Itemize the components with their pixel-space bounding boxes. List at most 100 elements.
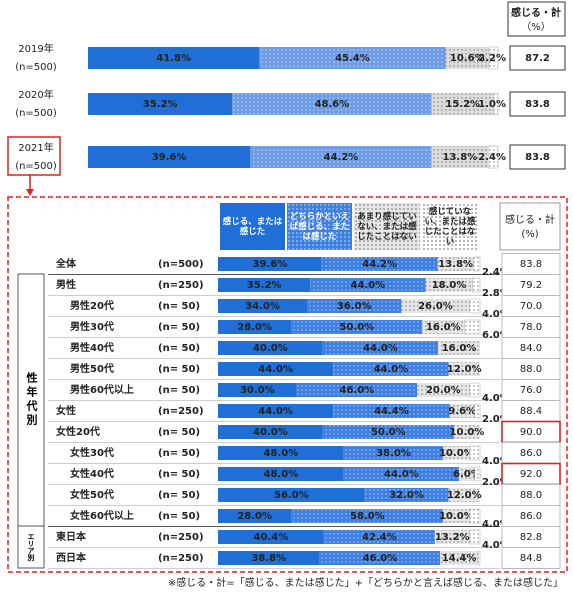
bar-segment <box>218 341 323 355</box>
value-label: 2.2% <box>478 53 506 64</box>
value-label: 9.6% <box>448 406 476 417</box>
total-label: 76.0 <box>520 385 542 396</box>
total-label: 84.0 <box>520 343 542 354</box>
bar-pattern <box>469 509 480 523</box>
value-label: 2.0% <box>482 477 510 488</box>
n-label: (n=500) <box>15 108 57 119</box>
total-label: 70.0 <box>520 301 542 312</box>
value-label: 48.0% <box>264 469 299 480</box>
legend-entry: 感じていない、または感じたことはない <box>422 203 478 250</box>
bar-pattern <box>250 146 432 168</box>
value-label: 10.0% <box>439 448 474 459</box>
bar-pattern <box>443 509 470 523</box>
bar-pattern <box>469 299 480 313</box>
value-label: 40.0% <box>253 427 288 438</box>
n-label: (n= 50) <box>158 448 200 459</box>
bar-pattern <box>431 146 489 168</box>
bar-pattern <box>453 425 480 439</box>
value-label: 48.0% <box>264 448 299 459</box>
total-box <box>501 547 561 569</box>
value-label: 10.0% <box>439 511 474 522</box>
bar-pattern <box>307 299 402 313</box>
total-label: 86.0 <box>520 511 542 522</box>
bar-segment <box>88 47 260 69</box>
n-label: (n=500) <box>15 161 57 172</box>
bar-pattern <box>477 551 480 565</box>
value-label: 30.0% <box>240 385 275 396</box>
n-label: (n= 50) <box>158 490 200 501</box>
category-label: 男性 <box>56 278 76 291</box>
group-label: 性年代別 <box>25 372 38 428</box>
legend-entry: あまり感じていない、または感じたことはない <box>354 203 420 250</box>
value-label: 26.0% <box>418 301 453 312</box>
bar-segment <box>218 278 311 292</box>
bar-segment <box>218 446 344 460</box>
value-label: 12.0% <box>447 364 482 375</box>
bar-pattern <box>472 278 480 292</box>
bar-pattern <box>425 278 473 292</box>
value-label: 38.8% <box>251 553 286 564</box>
total-label: 78.0 <box>520 322 542 333</box>
total-label: 79.2 <box>520 280 542 291</box>
legend-entry: 感じる、または感じた <box>220 203 285 250</box>
bar-pattern <box>310 278 426 292</box>
bar-segment <box>218 425 323 439</box>
value-label: 1.0% <box>478 99 506 110</box>
value-label: 41.8% <box>156 53 191 64</box>
n-label: (n= 50) <box>158 322 200 333</box>
legend-entry: どちらかといえば感じる、または感じた <box>287 203 352 250</box>
total-header-box <box>499 202 561 251</box>
category-label: 西日本 <box>56 551 87 564</box>
value-label: 44.0% <box>258 406 293 417</box>
bar-segment <box>218 488 365 502</box>
bar-pattern <box>431 93 494 115</box>
bar-pattern <box>493 93 498 115</box>
value-label: 35.2% <box>247 280 282 291</box>
total-header: 感じる・計 <box>505 213 555 226</box>
total-header: 感じる・計 <box>511 6 561 19</box>
n-label: (n=250) <box>158 406 204 417</box>
value-label: 44.0% <box>351 280 386 291</box>
total-label: 84.8 <box>520 553 542 564</box>
total-label: 83.8 <box>525 99 550 110</box>
category-label: 2021年 <box>18 141 53 154</box>
bar-pattern <box>469 383 480 397</box>
bar-pattern <box>259 47 446 69</box>
bar-segment <box>218 509 292 523</box>
bar-pattern <box>343 446 444 460</box>
bar-pattern <box>296 383 418 397</box>
total-label: 92.0 <box>520 469 542 480</box>
value-label: 44.0% <box>363 343 398 354</box>
n-label: (n= 50) <box>158 427 200 438</box>
total-label: 88.0 <box>520 364 542 375</box>
total-box <box>509 144 566 170</box>
value-label: 39.6% <box>253 259 288 270</box>
value-label: 56.0% <box>274 490 309 501</box>
value-label: 44.0% <box>258 364 293 375</box>
group-label: エリア別 <box>27 533 35 561</box>
value-label: 44.0% <box>374 364 409 375</box>
bar-segment <box>218 362 334 376</box>
value-label: 45.4% <box>335 53 370 64</box>
bar-pattern <box>488 47 498 69</box>
value-label: 6.0% <box>453 469 481 480</box>
n-label: (n=250) <box>158 280 204 291</box>
value-label: 39.6% <box>152 152 187 163</box>
bar-pattern <box>323 530 435 544</box>
n-label: (n= 50) <box>158 301 200 312</box>
arrow-head <box>26 189 34 196</box>
n-label: (n=250) <box>158 532 204 543</box>
footnote: ※感じる・計=「感じる、または感じた」+「どちらかと言えば感じる、または感じた」 <box>168 576 563 589</box>
value-label: 34.0% <box>245 301 280 312</box>
category-label: 2019年 <box>18 42 53 55</box>
section-frame <box>7 196 568 573</box>
value-label: 10.6% <box>450 53 485 64</box>
bar-pattern <box>291 509 444 523</box>
bar-segment <box>218 257 322 271</box>
value-label: 38.0% <box>376 448 411 459</box>
total-label: 88.0 <box>520 490 542 501</box>
n-label: (n= 50) <box>158 469 200 480</box>
bar-pattern <box>422 320 465 334</box>
category-label: 全体 <box>55 257 77 270</box>
category-label: 女性20代 <box>56 425 100 438</box>
